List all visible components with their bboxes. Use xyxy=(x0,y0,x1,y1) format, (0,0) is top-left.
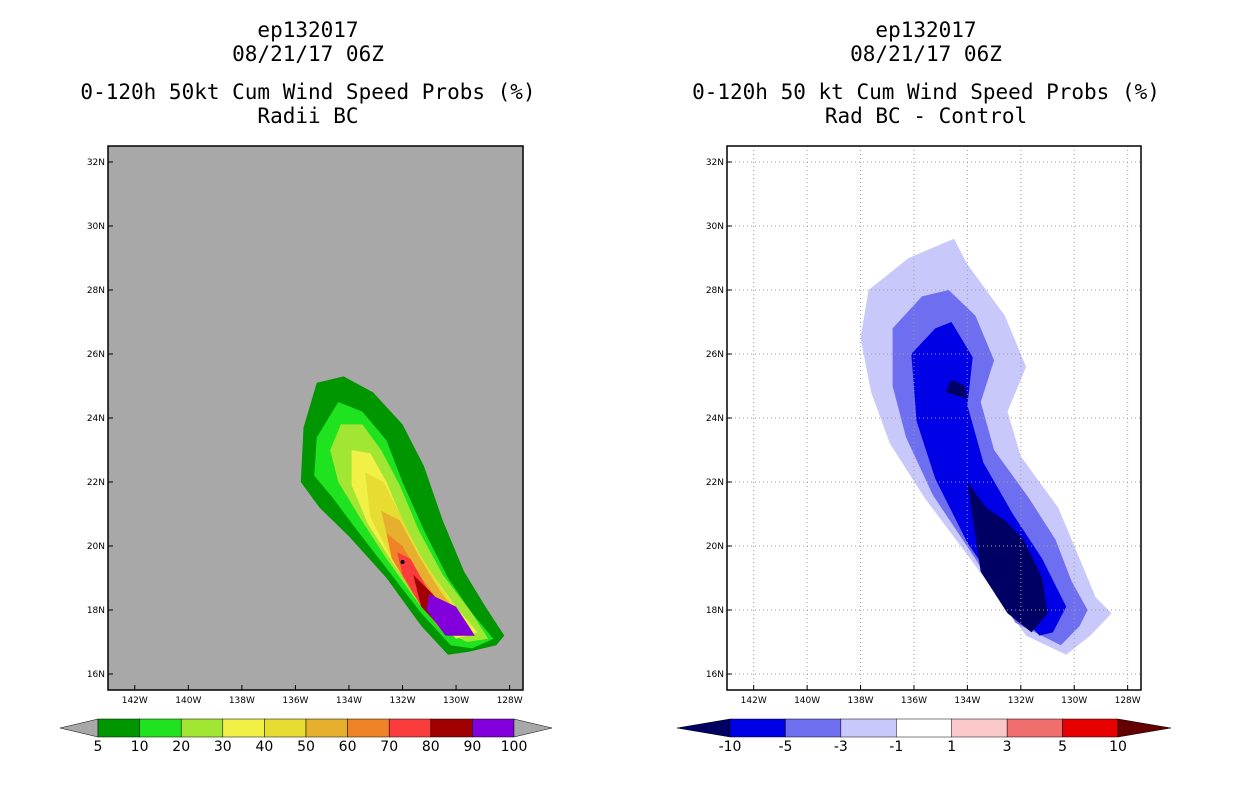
left-colorbar-label-60: 60 xyxy=(339,739,357,755)
right-xtick-label-132W: 132W xyxy=(1008,696,1034,706)
left-colorbar-box-0 xyxy=(97,718,140,738)
left-colorbar-label-80: 80 xyxy=(422,739,440,755)
left-xtick-label-138W: 138W xyxy=(229,696,255,706)
left-colorbar-box-8 xyxy=(430,718,473,738)
right-chart-title: 0-120h 50 kt Cum Wind Speed Probs (%) xyxy=(692,80,1160,104)
left-xtick-label-136W: 136W xyxy=(282,696,308,706)
left-xtick-label-130W: 130W xyxy=(443,696,469,706)
left-colorbar-label-50: 50 xyxy=(297,739,315,755)
right-xtick-label-142W: 142W xyxy=(741,696,767,706)
right-xtick-label-140W: 140W xyxy=(794,696,820,706)
left-ytick-label-18N: 18N xyxy=(87,606,105,616)
right-contour-level--10-4 xyxy=(946,379,968,399)
left-ytick-label-24N: 24N xyxy=(87,414,105,424)
left-chart-title: 0-120h 50kt Cum Wind Speed Probs (%) xyxy=(80,80,536,104)
right-ytick-label-18N: 18N xyxy=(706,606,724,616)
left-colorbar-label-100: 100 xyxy=(501,739,528,755)
right-colorbar-label--3: -3 xyxy=(834,739,848,755)
right-colorbar-box-2 xyxy=(840,718,897,738)
right-chart-subtitle: Rad BC - Control xyxy=(824,104,1028,128)
left-ytick-label-26N: 26N xyxy=(87,350,105,360)
right-storm-id: ep132017 xyxy=(875,18,977,42)
left-colorbar-box-6 xyxy=(347,718,390,738)
right-xtick-label-134W: 134W xyxy=(954,696,980,706)
left-colorbar-label-20: 20 xyxy=(172,739,190,755)
right-ytick-label-20N: 20N xyxy=(706,542,724,552)
right-ytick-label-22N: 22N xyxy=(706,478,724,488)
left-colorbar-box-4 xyxy=(264,718,307,738)
right-colorbar-box-3 xyxy=(896,718,952,738)
left-storm-id: ep132017 xyxy=(257,18,359,42)
left-contour-level-40-4 xyxy=(365,472,473,636)
left-colorbar-label-10: 10 xyxy=(131,739,149,755)
right-contours xyxy=(860,238,1112,655)
right-colorbar-label--10: -10 xyxy=(719,739,742,755)
right-xtick-label-138W: 138W xyxy=(848,696,874,706)
right-ytick-label-28N: 28N xyxy=(706,286,724,296)
left-colorbar-box-9 xyxy=(472,718,515,738)
left-max-point-marker xyxy=(400,560,405,564)
right-datetime: 08/21/17 06Z xyxy=(850,42,1002,66)
right-colorbar-over-triangle xyxy=(1117,718,1172,738)
left-colorbar-over-triangle xyxy=(513,718,553,738)
left-xtick-label-132W: 132W xyxy=(389,696,415,706)
left-contours xyxy=(300,376,505,655)
right-colorbar-label-10: 10 xyxy=(1109,739,1127,755)
left-colorbar-box-3 xyxy=(222,718,265,738)
right-colorbar-box-0 xyxy=(729,718,786,738)
left-colorbar-box-5 xyxy=(305,718,348,738)
right-contour-level--10-3 xyxy=(967,482,1048,633)
right-chart-title-block: ep132017 08/21/17 06Z 0-120h 50 kt Cum W… xyxy=(626,18,1226,128)
left-colorbar-label-90: 90 xyxy=(463,739,481,755)
left-colorbar-box-2 xyxy=(180,718,224,738)
left-colorbar-box-7 xyxy=(388,718,432,738)
left-xtick-label-128W: 128W xyxy=(497,696,523,706)
left-ytick-label-28N: 28N xyxy=(87,286,105,296)
right-chart-group: 142W 140W 138W 136W 134W 132W 130W 128W 16N 18N 20… xyxy=(676,145,1172,755)
right-colorbar-label-5: 5 xyxy=(1058,739,1067,755)
right-colorbar-under-triangle xyxy=(676,718,731,738)
right-colorbar-box-1 xyxy=(785,718,842,738)
right-colorbar-box-6 xyxy=(1062,718,1119,738)
left-ytick-label-20N: 20N xyxy=(87,542,105,552)
left-colorbar-label-30: 30 xyxy=(214,739,232,755)
right-colorbar-box-5 xyxy=(1006,718,1063,738)
left-colorbar-under-triangle xyxy=(59,718,99,738)
left-xtick-label-140W: 140W xyxy=(175,696,201,706)
right-ytick-label-32N: 32N xyxy=(706,158,724,168)
right-colorbar-label-1: 1 xyxy=(947,739,956,755)
left-ytick-label-32N: 32N xyxy=(87,158,105,168)
right-ytick-label-16N: 16N xyxy=(706,670,724,680)
left-contour-level-70-7 xyxy=(397,552,473,636)
left-ytick-label-16N: 16N xyxy=(87,670,105,680)
left-ytick-label-30N: 30N xyxy=(87,222,105,232)
right-ytick-label-24N: 24N xyxy=(706,414,724,424)
right-colorbar-label--1: -1 xyxy=(889,739,903,755)
right-xtick-label-130W: 130W xyxy=(1061,696,1087,706)
right-colorbar-label-3: 3 xyxy=(1003,739,1012,755)
left-colorbar-label-5: 5 xyxy=(94,739,103,755)
left-xtick-label-134W: 134W xyxy=(336,696,362,706)
left-colorbar-box-1 xyxy=(139,718,182,738)
left-contour-level-90-9 xyxy=(426,594,475,636)
left-datetime: 08/21/17 06Z xyxy=(232,42,384,66)
right-ytick-label-30N: 30N xyxy=(706,222,724,232)
left-chart-subtitle: Radii BC xyxy=(257,104,359,128)
right-colorbar-label--5: -5 xyxy=(778,739,792,755)
left-ytick-label-22N: 22N xyxy=(87,478,105,488)
left-colorbar-label-70: 70 xyxy=(380,739,398,755)
left-chart-group: 142W 140W 138W 136W 134W 132W 130W 128W 16N 18N 20… xyxy=(59,145,553,755)
left-chart-title-block: ep132017 08/21/17 06Z 0-120h 50kt Cum Wi… xyxy=(8,18,608,128)
left-colorbar-label-40: 40 xyxy=(255,739,273,755)
right-ytick-label-26N: 26N xyxy=(706,350,724,360)
right-colorbar-box-4 xyxy=(951,718,1008,738)
right-xtick-label-128W: 128W xyxy=(1115,696,1141,706)
right-xtick-label-136W: 136W xyxy=(901,696,927,706)
left-xtick-label-142W: 142W xyxy=(122,696,148,706)
